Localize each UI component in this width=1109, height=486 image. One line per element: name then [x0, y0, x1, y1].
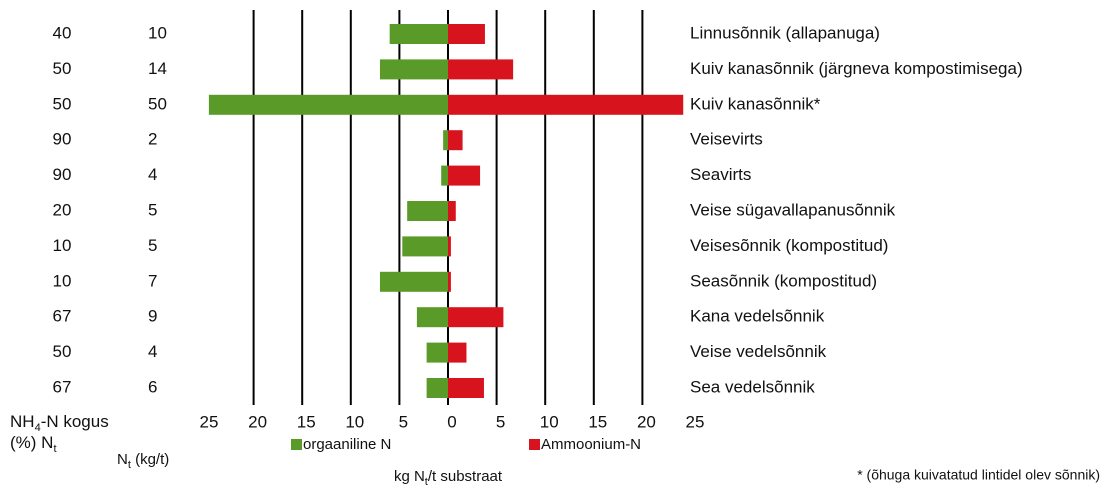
category-label: Linnusõnnik (allapanuga) — [690, 23, 880, 42]
nh4-value: 20 — [53, 200, 72, 219]
category-label: Kuiv kanasõnnik* — [690, 94, 821, 113]
bar — [407, 201, 448, 221]
nh4-value: 40 — [53, 23, 72, 42]
bar — [448, 271, 451, 292]
category-label: Seavirts — [690, 165, 751, 184]
x-tick-label: 10 — [345, 412, 364, 431]
nt-value: 9 — [148, 307, 157, 326]
nh4-value: 90 — [53, 130, 72, 149]
bar — [448, 201, 456, 221]
nh4-value: 50 — [53, 94, 72, 113]
nt-value: 4 — [148, 165, 157, 184]
nh4-value: 50 — [53, 59, 72, 78]
legend-swatch — [529, 439, 540, 450]
x-tick-label: 25 — [200, 412, 219, 431]
x-tick-label: 25 — [686, 412, 705, 431]
nt-value: 14 — [148, 59, 167, 78]
x-tick-label: 15 — [297, 412, 316, 431]
nh4-header: NH4-N kogus — [10, 412, 109, 433]
nh4-value: 67 — [53, 307, 72, 326]
bar — [448, 94, 684, 115]
x-tick-label: 20 — [637, 412, 656, 431]
legend-label: orgaaniline N — [303, 436, 391, 453]
legend-label: Ammoonium-N — [541, 436, 641, 453]
nt-value: 10 — [148, 23, 167, 42]
bar — [379, 59, 448, 80]
nt-value: 6 — [148, 377, 157, 396]
nt-value: 5 — [148, 200, 157, 219]
category-label: Veisevirts — [690, 130, 763, 149]
category-label: Seasõnnik (kompostitud) — [690, 271, 877, 290]
bar — [389, 24, 448, 44]
category-label: Kuiv kanasõnnik (järgneva kompostimisega… — [690, 59, 1023, 78]
bar — [402, 236, 448, 257]
category-label: Veisesõnnik (kompostitud) — [690, 236, 888, 255]
bar — [448, 342, 467, 363]
bar — [448, 24, 485, 44]
nt-value: 50 — [148, 94, 167, 113]
nt-value: 7 — [148, 271, 157, 290]
x-tick-label: 15 — [588, 412, 607, 431]
bar — [208, 94, 448, 115]
category-label: Sea vedelsõnnik — [690, 377, 815, 396]
bar — [443, 130, 448, 151]
bar — [448, 236, 451, 257]
nh4-header-line2: (%) Nt — [10, 433, 57, 454]
x-tick-label: 20 — [248, 412, 267, 431]
nt-value: 5 — [148, 236, 157, 255]
nh4-value: 50 — [53, 342, 72, 361]
footnote: * (õhuga kuivatatud lintidel olev sõnnik… — [857, 467, 1100, 483]
nh4-value: 10 — [53, 236, 72, 255]
nh4-value: 90 — [53, 165, 72, 184]
bar — [448, 165, 481, 186]
category-label: Kana vedelsõnnik — [690, 307, 825, 326]
x-tick-label: 5 — [399, 412, 408, 431]
nt-value: 2 — [148, 130, 157, 149]
bar — [448, 307, 504, 328]
bar — [379, 271, 448, 292]
bar — [426, 378, 448, 398]
x-tick-label: 5 — [496, 412, 505, 431]
category-label: Veise sügavallapanusõnnik — [690, 200, 896, 219]
x-tick-label: 0 — [447, 412, 456, 431]
nh4-value: 67 — [53, 377, 72, 396]
x-tick-label: 10 — [540, 412, 559, 431]
nt-header: Nt (kg/t) — [117, 451, 169, 471]
bar — [448, 130, 463, 151]
nt-value: 4 — [148, 342, 157, 361]
bar — [426, 342, 448, 363]
x-axis-label: kg Nt/t substraat — [394, 468, 503, 486]
bar — [441, 165, 448, 186]
legend-swatch — [291, 439, 302, 450]
bar — [416, 307, 448, 328]
bar — [448, 59, 514, 80]
bar — [448, 378, 484, 398]
nh4-value: 10 — [53, 271, 72, 290]
category-label: Veise vedelsõnnik — [690, 342, 827, 361]
